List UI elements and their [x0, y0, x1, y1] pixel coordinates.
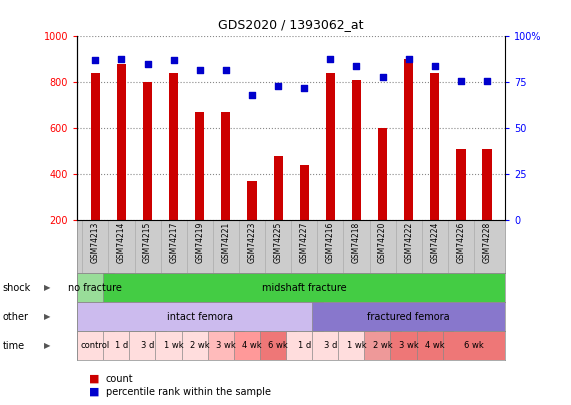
Point: [274, 83, 283, 90]
Text: GSM74218: GSM74218: [352, 222, 361, 263]
Text: GSM74223: GSM74223: [248, 222, 256, 263]
Text: 1 d: 1 d: [115, 341, 128, 350]
Bar: [338, 331, 375, 360]
Bar: [312, 302, 505, 331]
Text: GSM74224: GSM74224: [431, 222, 439, 263]
Bar: [222, 112, 231, 220]
Text: 6 wk: 6 wk: [464, 341, 484, 350]
Bar: [77, 273, 114, 302]
Text: GDS2020 / 1393062_at: GDS2020 / 1393062_at: [219, 18, 364, 31]
Bar: [77, 302, 323, 331]
Text: ▶: ▶: [43, 312, 50, 321]
Bar: [312, 331, 349, 360]
Point: [117, 55, 126, 62]
Bar: [169, 73, 178, 220]
Point: [143, 61, 152, 67]
Bar: [77, 331, 114, 360]
Text: shock: shock: [3, 283, 31, 292]
Text: count: count: [106, 374, 133, 384]
Bar: [391, 331, 427, 360]
Text: 4 wk: 4 wk: [425, 341, 445, 350]
Text: GSM74215: GSM74215: [143, 222, 152, 263]
Point: [169, 57, 178, 64]
Text: GSM74225: GSM74225: [274, 222, 283, 263]
Point: [404, 55, 413, 62]
Point: [378, 74, 387, 80]
Bar: [195, 112, 204, 220]
Point: [195, 66, 204, 73]
Point: [482, 77, 492, 84]
Text: 3 d: 3 d: [141, 341, 154, 350]
Text: GSM74221: GSM74221: [222, 222, 231, 263]
Bar: [274, 156, 283, 220]
Bar: [129, 331, 166, 360]
Bar: [91, 73, 100, 220]
Text: 3 wk: 3 wk: [216, 341, 236, 350]
Text: GSM74216: GSM74216: [326, 222, 335, 263]
Text: GSM74222: GSM74222: [404, 222, 413, 263]
Bar: [247, 181, 256, 220]
Point: [247, 92, 256, 98]
Text: control: control: [81, 341, 110, 350]
Text: midshaft fracture: midshaft fracture: [262, 283, 347, 292]
Bar: [417, 331, 453, 360]
Text: other: other: [3, 312, 29, 322]
Text: 2 wk: 2 wk: [373, 341, 392, 350]
Point: [91, 57, 100, 64]
Text: GSM74214: GSM74214: [117, 222, 126, 263]
Text: 4 wk: 4 wk: [242, 341, 262, 350]
Bar: [378, 128, 387, 220]
Bar: [326, 73, 335, 220]
Point: [300, 85, 309, 91]
Text: percentile rank within the sample: percentile rank within the sample: [106, 387, 271, 397]
Text: ▶: ▶: [43, 341, 50, 350]
Text: no fracture: no fracture: [69, 283, 122, 292]
Bar: [443, 331, 505, 360]
Bar: [143, 83, 152, 220]
Bar: [300, 165, 309, 220]
Bar: [456, 149, 465, 220]
Point: [352, 63, 361, 69]
Text: GSM74228: GSM74228: [482, 222, 492, 263]
Text: ▶: ▶: [43, 283, 50, 292]
Text: fractured femora: fractured femora: [367, 312, 450, 322]
Text: GSM74226: GSM74226: [456, 222, 465, 263]
Text: 1 wk: 1 wk: [347, 341, 367, 350]
Text: 6 wk: 6 wk: [268, 341, 288, 350]
Text: 3 wk: 3 wk: [399, 341, 419, 350]
Text: time: time: [3, 341, 25, 351]
Point: [326, 55, 335, 62]
Text: GSM74219: GSM74219: [195, 222, 204, 263]
Bar: [260, 331, 296, 360]
Bar: [208, 331, 244, 360]
Text: GSM74217: GSM74217: [169, 222, 178, 263]
Bar: [364, 331, 401, 360]
Bar: [155, 331, 192, 360]
Bar: [404, 60, 413, 220]
Text: 1 wk: 1 wk: [164, 341, 183, 350]
Text: GSM74227: GSM74227: [300, 222, 309, 263]
Point: [456, 77, 465, 84]
Bar: [352, 80, 361, 220]
Bar: [182, 331, 218, 360]
Bar: [103, 331, 140, 360]
Text: 3 d: 3 d: [324, 341, 337, 350]
Point: [431, 63, 440, 69]
Text: intact femora: intact femora: [167, 312, 233, 322]
Bar: [286, 331, 323, 360]
Point: [222, 66, 231, 73]
Text: GSM74220: GSM74220: [378, 222, 387, 263]
Text: 2 wk: 2 wk: [190, 341, 210, 350]
Bar: [482, 149, 492, 220]
Text: 1 d: 1 d: [297, 341, 311, 350]
Text: ■: ■: [89, 374, 99, 384]
Text: GSM74213: GSM74213: [91, 222, 100, 263]
Bar: [234, 331, 270, 360]
Bar: [117, 64, 126, 220]
Bar: [431, 73, 440, 220]
Text: ■: ■: [89, 387, 99, 397]
